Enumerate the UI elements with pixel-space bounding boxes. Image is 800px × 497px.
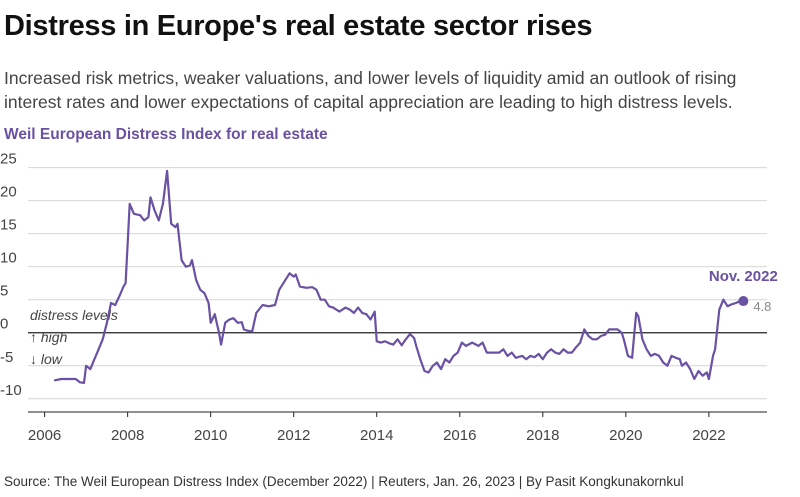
last-point-marker <box>738 296 749 307</box>
y-tick-label: 5 <box>0 283 8 300</box>
x-tick-label: 2020 <box>609 427 642 444</box>
end-marker: Nov. 2022 4.8 <box>709 268 778 314</box>
y-tick-label: -5 <box>0 349 13 366</box>
annotation-low: ↓ low <box>30 351 63 367</box>
line-chart: -10 -5 0 5 10 15 20 25 2006 2008 2010 2012 2014 2016… <box>0 151 778 444</box>
x-tick-label: 2006 <box>28 427 61 444</box>
series <box>53 169 749 384</box>
y-tick-label: 25 <box>0 151 17 168</box>
grid <box>28 167 767 400</box>
x-tick-label: 2012 <box>277 427 310 444</box>
y-tick-label: 0 <box>0 316 8 333</box>
x-tick-label: 2022 <box>692 427 725 444</box>
source-note: Source: The Weil European Distress Index… <box>4 474 684 489</box>
x-axis: 2006 2008 2010 2012 2014 2016 2018 2020 2022 <box>28 411 767 444</box>
last-point-label: Nov. 2022 <box>709 268 778 285</box>
y-tick-label: 15 <box>0 217 17 234</box>
x-tick-label: 2018 <box>526 427 559 444</box>
headline: Distress in Europe's real estate sector … <box>4 10 593 42</box>
annotation-high: ↑ high <box>30 329 68 345</box>
subtitle: Increased risk metrics, weaker valuation… <box>4 68 737 112</box>
x-tick-label: 2010 <box>194 427 227 444</box>
last-point-value: 4.8 <box>753 299 771 314</box>
annotation-distress-levels: distress levels <box>30 307 118 323</box>
annotations: distress levels ↑ high ↓ low <box>30 307 118 367</box>
x-tick-label: 2016 <box>443 427 476 444</box>
y-tick-label: 20 <box>0 184 17 201</box>
x-tick-label: 2008 <box>111 427 144 444</box>
series-line <box>53 169 745 384</box>
x-tick-label: 2014 <box>360 427 393 444</box>
chart-title: Weil European Distress Index for real es… <box>4 126 328 143</box>
y-tick-label: 10 <box>0 250 17 267</box>
y-axis: -10 -5 0 5 10 15 20 25 <box>0 151 22 399</box>
y-tick-label: -10 <box>0 382 22 399</box>
